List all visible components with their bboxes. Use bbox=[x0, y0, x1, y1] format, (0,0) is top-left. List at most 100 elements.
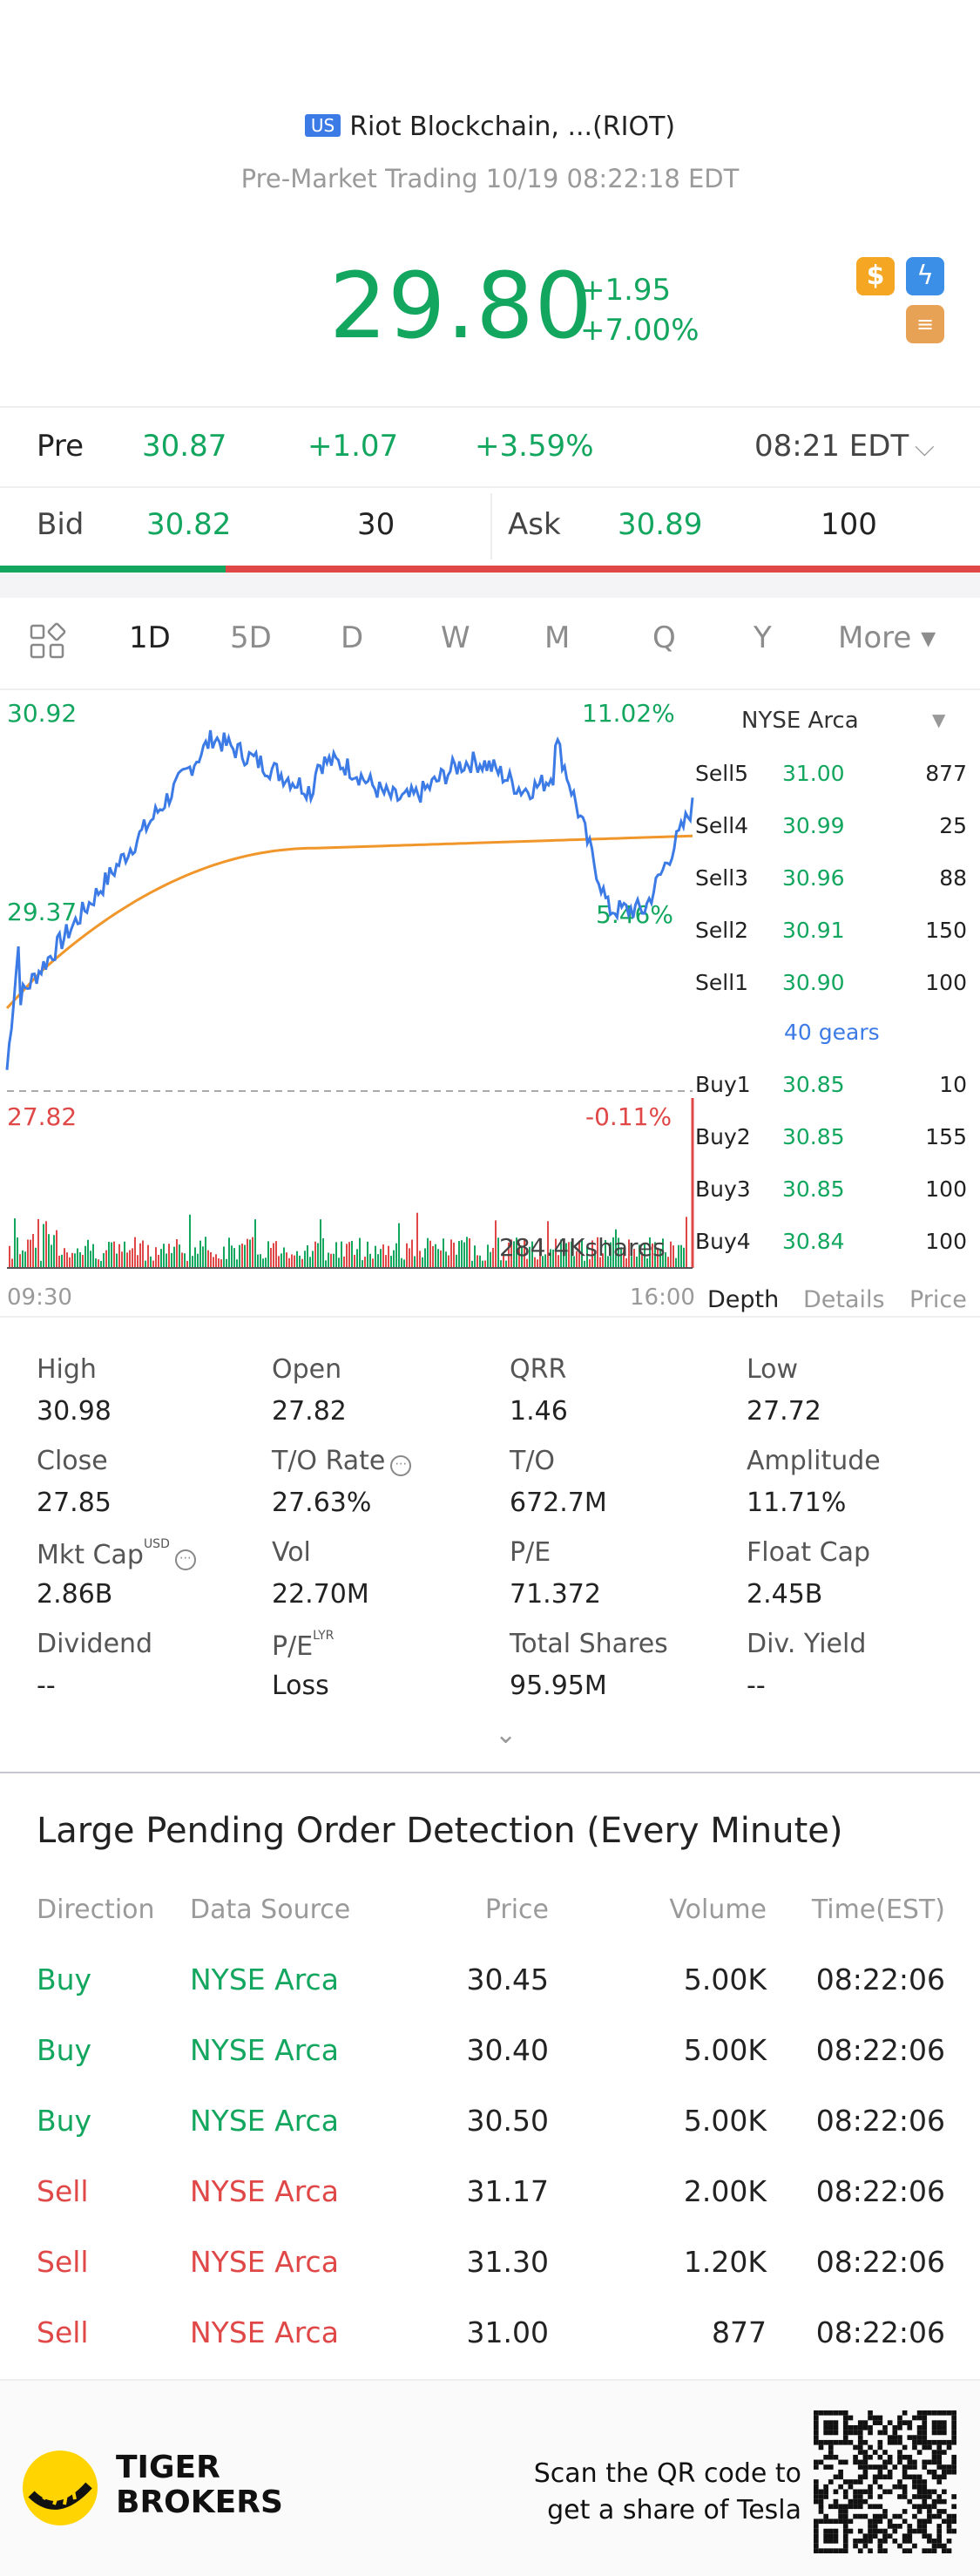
order-direction: Sell bbox=[37, 2245, 89, 2279]
book-tab-depth[interactable]: Depth bbox=[707, 1286, 780, 1313]
volume-bar bbox=[103, 1253, 105, 1268]
qr-code[interactable] bbox=[814, 2410, 956, 2553]
order-time: 08:22:06 bbox=[815, 2315, 945, 2349]
volume-bar bbox=[176, 1238, 178, 1268]
volume-bar bbox=[539, 1237, 541, 1268]
volume-bar bbox=[497, 1237, 499, 1268]
change-amount: +1.95 bbox=[580, 273, 672, 308]
book-tab-price[interactable]: Price bbox=[909, 1286, 967, 1313]
pre-time[interactable]: 08:21 EDT bbox=[754, 429, 909, 464]
volume-bar bbox=[644, 1244, 645, 1268]
volume-bar bbox=[362, 1260, 363, 1268]
volume-bar bbox=[71, 1252, 73, 1268]
expand-chevron-icon[interactable]: ⌄ bbox=[495, 1719, 517, 1750]
tab-more[interactable]: More ▾ bbox=[838, 620, 936, 655]
bolt-icon[interactable]: ϟ bbox=[906, 257, 944, 295]
stack-icon[interactable]: ≡ bbox=[906, 305, 944, 343]
chart-end-time: 16:00 bbox=[630, 1285, 695, 1311]
volume-bar bbox=[612, 1237, 614, 1268]
volume-bar bbox=[244, 1244, 246, 1268]
tab-m[interactable]: M bbox=[544, 620, 571, 655]
chart-low-pct: -0.11% bbox=[585, 1102, 672, 1131]
volume-bar bbox=[273, 1243, 274, 1268]
volume-bar bbox=[288, 1257, 290, 1268]
gears-link[interactable]: 40 gears bbox=[784, 1020, 880, 1045]
volume-bar bbox=[534, 1257, 536, 1268]
chevron-down-icon[interactable]: ⌵ bbox=[915, 432, 935, 463]
volume-bar bbox=[375, 1245, 376, 1268]
grid-icon[interactable] bbox=[28, 622, 66, 661]
volume-bar bbox=[51, 1244, 52, 1268]
stat-label-text: Vol bbox=[272, 1537, 311, 1568]
stat-value: 672.7M bbox=[510, 1488, 607, 1518]
volume-bar bbox=[270, 1248, 272, 1268]
volume-bar bbox=[435, 1244, 436, 1268]
tab-q[interactable]: Q bbox=[652, 620, 676, 655]
info-icon[interactable]: ⋯ bbox=[390, 1455, 412, 1476]
info-icon[interactable]: ⋯ bbox=[174, 1549, 196, 1570]
intraday-price-chart[interactable] bbox=[0, 693, 697, 1272]
change-percent: +7.00% bbox=[580, 313, 700, 348]
volume-bar bbox=[291, 1254, 293, 1268]
volume-bar bbox=[322, 1237, 324, 1268]
stat-label-text: Total Shares bbox=[510, 1629, 668, 1659]
tab-5d[interactable]: 5D bbox=[230, 620, 272, 655]
order-direction: Buy bbox=[37, 1963, 92, 1996]
volume-bar bbox=[555, 1238, 557, 1268]
order-time: 08:22:06 bbox=[815, 1963, 945, 1996]
volume-bar bbox=[333, 1253, 335, 1268]
volume-bar bbox=[283, 1247, 285, 1268]
volume-bar bbox=[280, 1253, 282, 1268]
volume-bar bbox=[213, 1257, 214, 1268]
volume-bar bbox=[584, 1260, 585, 1268]
volume-bar bbox=[505, 1260, 507, 1268]
chart-low-price: 27.82 bbox=[7, 1102, 78, 1131]
order-source: NYSE Arca bbox=[190, 2245, 339, 2279]
caret-down-icon[interactable]: ▼ bbox=[932, 709, 946, 730]
volume-bar bbox=[385, 1255, 387, 1268]
stat-value: -- bbox=[747, 1671, 766, 1701]
tab-1d[interactable]: 1D bbox=[129, 620, 171, 655]
volume-bar bbox=[419, 1251, 421, 1268]
volume-bar bbox=[377, 1254, 379, 1268]
volume-bar bbox=[390, 1256, 392, 1268]
order-volume: 5.00K bbox=[683, 1963, 767, 1996]
volume-bar bbox=[142, 1240, 144, 1268]
stat-label-text: Float Cap bbox=[747, 1537, 871, 1568]
volume-bar bbox=[74, 1253, 76, 1268]
volume-bar bbox=[155, 1247, 157, 1268]
promo-footer[interactable]: TIGER BROKERS Scan the QR code to get a … bbox=[0, 2379, 980, 2576]
volume-bar bbox=[547, 1221, 549, 1268]
stat-label: QRR bbox=[510, 1354, 566, 1385]
stat-label-text: Low bbox=[747, 1354, 799, 1385]
brand-line-1: TIGER bbox=[116, 2450, 220, 2485]
ask-label: Ask bbox=[508, 507, 561, 542]
volume-bar bbox=[304, 1251, 306, 1268]
divider bbox=[0, 406, 980, 408]
volume-bar bbox=[132, 1248, 133, 1268]
tab-d[interactable]: D bbox=[341, 620, 364, 655]
volume-bar bbox=[171, 1252, 172, 1268]
stat-superscript: LYR bbox=[313, 1629, 335, 1643]
volume-bar bbox=[121, 1251, 123, 1268]
order-source: NYSE Arca bbox=[190, 2104, 339, 2138]
tiger-logo-icon bbox=[23, 2451, 98, 2525]
volume-bar bbox=[145, 1260, 146, 1268]
book-tab-details[interactable]: Details bbox=[803, 1286, 885, 1313]
book-level-price: 30.85 bbox=[782, 1124, 845, 1149]
tab-w[interactable]: W bbox=[441, 620, 470, 655]
volume-bar bbox=[30, 1239, 31, 1268]
volume-bar bbox=[27, 1239, 29, 1268]
volume-bar bbox=[550, 1249, 551, 1268]
last-price: 29.80 bbox=[329, 253, 593, 359]
volume-bar bbox=[40, 1260, 42, 1268]
volume-bar bbox=[359, 1237, 361, 1268]
dollar-icon[interactable]: $ bbox=[856, 257, 895, 295]
order-source: NYSE Arca bbox=[190, 2174, 339, 2208]
volume-bar bbox=[443, 1238, 444, 1268]
tab-y[interactable]: Y bbox=[754, 620, 772, 655]
exchange-selector[interactable]: NYSE Arca bbox=[741, 708, 859, 734]
stat-label-text: Dividend bbox=[37, 1629, 153, 1659]
volume-bar bbox=[476, 1255, 478, 1268]
volume-bar bbox=[414, 1256, 416, 1268]
